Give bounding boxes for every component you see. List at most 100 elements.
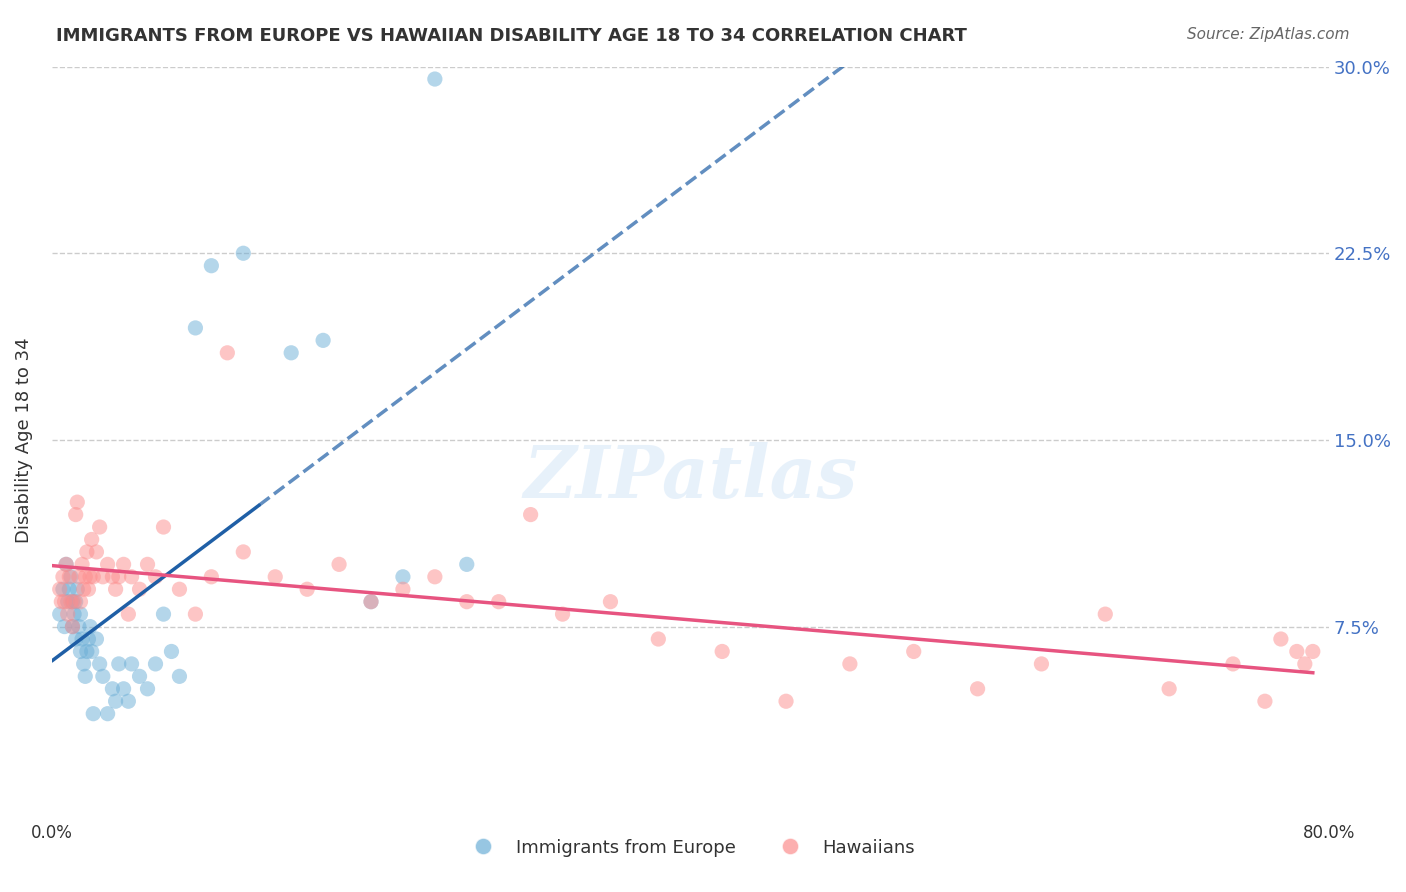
Text: ZIPatlas: ZIPatlas [523,442,858,513]
Hawaiians [77,582,100,597]
Immigrants from Europe [128,669,150,683]
Hawaiians [647,632,669,646]
Immigrants from Europe [63,607,86,621]
Hawaiians [1222,657,1244,671]
Immigrants from Europe [312,334,335,348]
Immigrants from Europe [101,681,124,696]
Hawaiians [58,570,80,584]
Immigrants from Europe [112,681,135,696]
Hawaiians [86,545,108,559]
Y-axis label: Disability Age 18 to 34: Disability Age 18 to 34 [15,337,32,542]
Legend: Immigrants from Europe, Hawaiians: Immigrants from Europe, Hawaiians [458,831,922,864]
Hawaiians [711,644,734,658]
Hawaiians [59,595,82,609]
Immigrants from Europe [58,582,80,597]
Immigrants from Europe [152,607,174,621]
Hawaiians [392,582,415,597]
Immigrants from Europe [169,669,191,683]
Hawaiians [488,595,510,609]
Hawaiians [966,681,988,696]
Immigrants from Europe [48,607,70,621]
Immigrants from Europe [67,619,90,633]
Hawaiians [128,582,150,597]
Immigrants from Europe [65,632,87,646]
Hawaiians [104,582,127,597]
Immigrants from Europe [104,694,127,708]
Immigrants from Europe [75,669,97,683]
Hawaiians [551,607,574,621]
Immigrants from Europe [80,644,103,658]
Immigrants from Europe [73,657,96,671]
Hawaiians [145,570,167,584]
Hawaiians [97,558,120,572]
Hawaiians [1094,607,1116,621]
Hawaiians [1254,694,1277,708]
Immigrants from Europe [82,706,104,721]
Hawaiians [70,558,93,572]
Hawaiians [55,558,77,572]
Immigrants from Europe [136,681,159,696]
Hawaiians [51,595,73,609]
Immigrants from Europe [62,595,84,609]
Hawaiians [73,582,96,597]
Hawaiians [200,570,222,584]
Hawaiians [775,694,797,708]
Hawaiians [89,520,111,534]
Immigrants from Europe [55,558,77,572]
Hawaiians [117,607,139,621]
Immigrants from Europe [62,619,84,633]
Hawaiians [91,570,114,584]
Hawaiians [65,508,87,522]
Hawaiians [328,558,350,572]
Text: IMMIGRANTS FROM EUROPE VS HAWAIIAN DISABILITY AGE 18 TO 34 CORRELATION CHART: IMMIGRANTS FROM EUROPE VS HAWAIIAN DISAB… [56,27,967,45]
Hawaiians [112,558,135,572]
Immigrants from Europe [232,246,254,260]
Hawaiians [217,346,239,360]
Immigrants from Europe [69,644,91,658]
Immigrants from Europe [184,321,207,335]
Immigrants from Europe [59,570,82,584]
Immigrants from Europe [79,619,101,633]
Hawaiians [295,582,318,597]
Hawaiians [1031,657,1053,671]
Hawaiians [360,595,382,609]
Immigrants from Europe [360,595,382,609]
Immigrants from Europe [200,259,222,273]
Hawaiians [82,570,104,584]
Hawaiians [62,619,84,633]
Immigrants from Europe [56,595,79,609]
Hawaiians [48,582,70,597]
Hawaiians [1294,657,1316,671]
Hawaiians [184,607,207,621]
Immigrants from Europe [392,570,415,584]
Hawaiians [79,570,101,584]
Immigrants from Europe [65,595,87,609]
Immigrants from Europe [107,657,129,671]
Hawaiians [423,570,446,584]
Hawaiians [1285,644,1308,658]
Hawaiians [136,558,159,572]
Hawaiians [121,570,143,584]
Hawaiians [101,570,124,584]
Immigrants from Europe [117,694,139,708]
Immigrants from Europe [89,657,111,671]
Hawaiians [80,533,103,547]
Immigrants from Europe [423,72,446,87]
Immigrants from Europe [70,632,93,646]
Hawaiians [264,570,287,584]
Hawaiians [903,644,925,658]
Immigrants from Europe [121,657,143,671]
Immigrants from Europe [52,582,75,597]
Hawaiians [1159,681,1181,696]
Immigrants from Europe [91,669,114,683]
Hawaiians [1270,632,1292,646]
Text: Source: ZipAtlas.com: Source: ZipAtlas.com [1187,27,1350,42]
Hawaiians [63,595,86,609]
Immigrants from Europe [53,619,76,633]
Hawaiians [107,570,129,584]
Hawaiians [599,595,621,609]
Hawaiians [152,520,174,534]
Hawaiians [76,545,98,559]
Immigrants from Europe [86,632,108,646]
Hawaiians [456,595,478,609]
